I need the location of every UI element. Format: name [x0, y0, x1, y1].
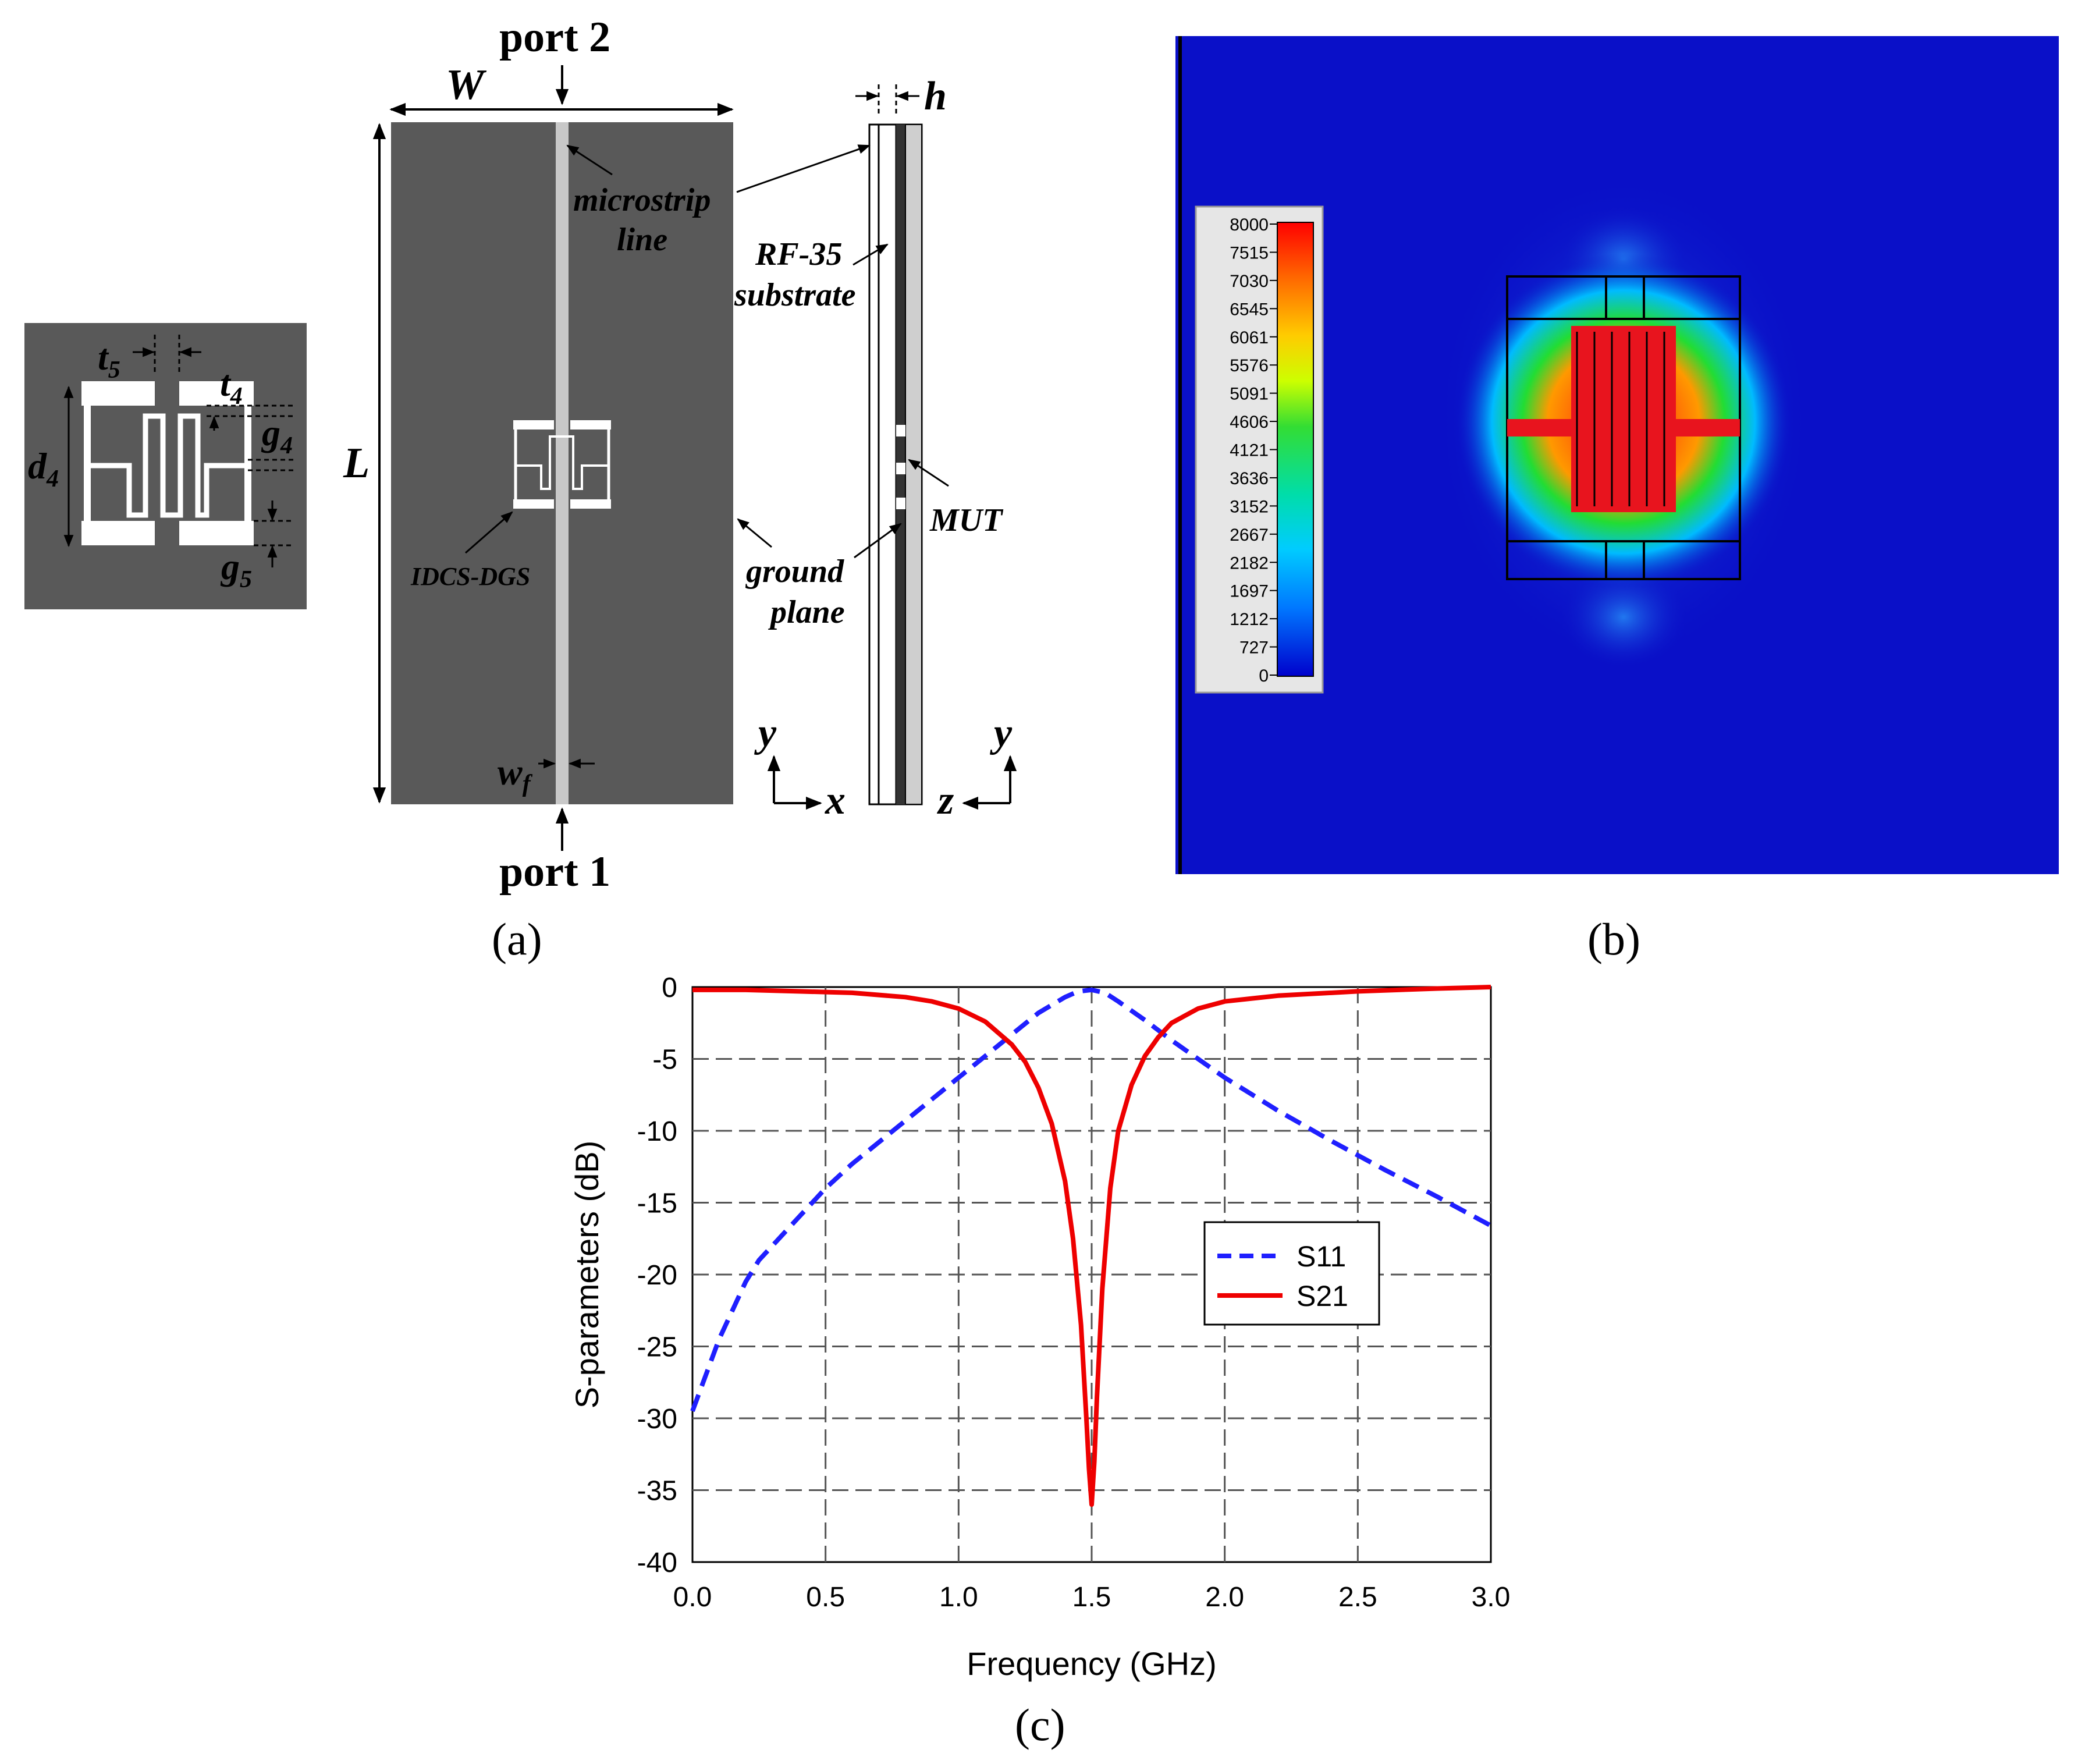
series-line-s21 — [692, 985, 1491, 1507]
legend-s21: S21 — [1296, 1280, 1348, 1312]
caption-a: (a) — [492, 914, 542, 964]
chart-series — [690, 985, 1492, 1507]
colorbar-tick-label: 3152 — [1230, 497, 1269, 516]
y-tick-label: -10 — [637, 1116, 677, 1147]
colorbar-tick-label: 6061 — [1230, 328, 1269, 347]
y-tick-label: -25 — [637, 1332, 677, 1363]
x-axis-label: Frequency (GHz) — [967, 1645, 1216, 1682]
idcs-dgs-label: IDCS-DGS — [410, 562, 530, 591]
x-tick-label: 0.5 — [806, 1582, 845, 1613]
colorbar-tick-label: 7030 — [1230, 272, 1269, 291]
h-label: h — [924, 74, 947, 119]
colorbar-tick-label: 727 — [1239, 638, 1269, 658]
x-tick-label: 2.0 — [1205, 1582, 1244, 1613]
field-simulation: 8000 7515 7030 6545 6061 5576 5091 4606 4121 3636… — [1175, 36, 2059, 874]
y-tick-label: -20 — [637, 1260, 677, 1291]
x-tick-label: 1.0 — [939, 1582, 978, 1613]
g4-label: g4 — [261, 412, 293, 459]
colorbar-tick-label: 2667 — [1230, 526, 1269, 545]
port2-label: port 2 — [499, 13, 610, 61]
d4-label: d4 — [28, 445, 59, 492]
caption-b: (b) — [1587, 914, 1640, 964]
plane-label: plane — [768, 594, 845, 630]
top-axis-x: x — [825, 778, 846, 823]
x-tick-label: 3.0 — [1472, 1582, 1511, 1613]
width-label: W — [446, 61, 487, 109]
colorbar-tick-label: 0 — [1259, 666, 1269, 686]
colorbar-tick-label: 8000 — [1230, 215, 1269, 235]
x-tick-label: 2.5 — [1338, 1582, 1377, 1613]
y-tick-label: -35 — [637, 1476, 677, 1507]
colorbar-ticks: 8000 7515 7030 6545 6061 5576 5091 4606 4121 3636… — [1230, 215, 1277, 686]
x-tick-label: 0.0 — [673, 1582, 712, 1613]
g5-label: g5 — [220, 546, 252, 593]
colorbar-tick-label: 4121 — [1230, 441, 1269, 460]
ground-label: ground — [745, 553, 844, 590]
y-tick-label: -5 — [652, 1045, 677, 1076]
length-label: L — [343, 439, 370, 487]
inset-panel: t5 t4 g4 d4 g5 — [24, 323, 307, 609]
colorbar-tick-label: 1697 — [1230, 582, 1269, 601]
side-axis-z: z — [937, 778, 954, 823]
x-tick-label: 1.5 — [1072, 1582, 1111, 1613]
legend: S11 S21 — [1203, 1221, 1380, 1326]
y-tick-label: -30 — [637, 1404, 677, 1435]
caption-c: (c) — [1015, 1699, 1065, 1750]
colorbar-tick-label: 3636 — [1230, 469, 1269, 488]
colorbar-tick-label: 1212 — [1230, 610, 1269, 629]
series-line-s11 — [690, 987, 1492, 1412]
y-axis-label: S-parameters (dB) — [569, 1141, 605, 1409]
substrate-label: substrate — [734, 277, 856, 313]
top-view: port 2 W L microstrip line IDCS-DGS wf p… — [343, 13, 846, 896]
t4-label: t4 — [220, 363, 243, 410]
legend-s11: S11 — [1296, 1240, 1346, 1273]
colorbar-tick-label: 6545 — [1230, 300, 1269, 319]
rf35-label: RF-35 — [755, 236, 842, 272]
colorbar-tick-label: 5576 — [1230, 356, 1269, 375]
wf-label: wf — [498, 751, 533, 797]
chart-grid — [692, 987, 1491, 1562]
colorbar-tick-label: 5091 — [1230, 385, 1269, 404]
colorbar-tick-label: 4606 — [1230, 413, 1269, 432]
side-view: h RF-35 substrate MUT ground plane y z — [734, 74, 1017, 823]
y-tick-label: -15 — [637, 1188, 677, 1219]
mut-label: MUT — [929, 502, 1004, 538]
s-parameter-chart: 0.0 0.5 1.0 1.5 2.0 2.5 3.0 0 -5 -10 -15 -20 -25 -30 -… — [569, 972, 1510, 1682]
top-axis-y: y — [754, 711, 777, 755]
side-axis-y: y — [990, 711, 1013, 755]
y-tick-label: -40 — [637, 1548, 677, 1578]
microstrip-label: microstrip — [573, 182, 711, 218]
port1-label: port 1 — [499, 848, 610, 896]
y-tick-label: 0 — [662, 972, 677, 1003]
line-label: line — [617, 222, 667, 258]
colorbar-tick-label: 7515 — [1230, 243, 1269, 262]
chart-ticks: 0.0 0.5 1.0 1.5 2.0 2.5 3.0 0 -5 -10 -15 -20 -25 -30 -… — [637, 972, 1511, 1613]
colorbar-tick-label: 2182 — [1230, 553, 1269, 573]
t5-label: t5 — [98, 336, 120, 384]
